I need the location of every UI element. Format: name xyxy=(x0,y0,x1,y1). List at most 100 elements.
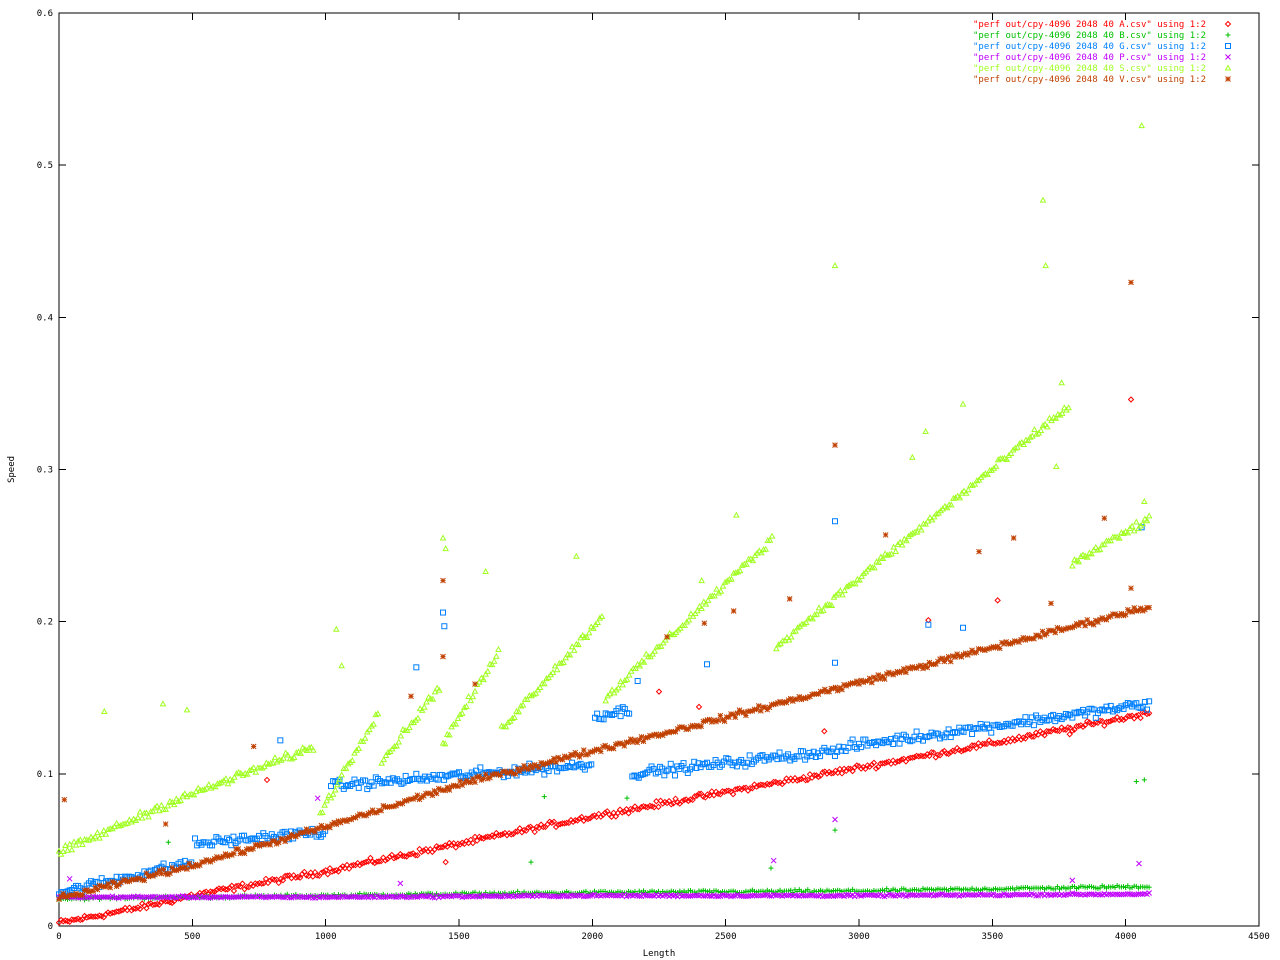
data-point xyxy=(563,819,570,827)
data-point xyxy=(702,717,709,724)
data-point xyxy=(536,765,542,771)
data-point xyxy=(1100,540,1108,547)
data-point xyxy=(205,781,213,788)
outlier-point xyxy=(159,700,167,707)
data-point xyxy=(59,847,67,855)
data-point xyxy=(945,653,952,660)
data-point xyxy=(62,894,69,900)
data-point xyxy=(337,864,344,872)
outlier-point xyxy=(1128,585,1134,592)
data-point xyxy=(162,805,170,812)
data-point xyxy=(351,749,358,756)
data-point xyxy=(589,813,596,820)
data-point xyxy=(546,759,553,765)
data-point xyxy=(612,741,619,748)
data-point xyxy=(333,894,340,900)
data-point xyxy=(344,894,350,901)
data-point xyxy=(608,745,615,751)
data-point xyxy=(1022,714,1029,721)
data-point xyxy=(932,510,940,517)
data-point xyxy=(431,688,439,695)
data-point xyxy=(909,754,916,761)
data-point xyxy=(992,892,999,899)
data-point xyxy=(156,867,163,874)
data-point xyxy=(1069,727,1076,734)
data-point xyxy=(228,777,236,784)
data-point xyxy=(474,774,480,781)
outlier-point xyxy=(1133,778,1139,784)
data-point xyxy=(734,710,741,716)
data-point xyxy=(86,888,92,895)
data-point xyxy=(362,858,370,866)
data-point xyxy=(391,803,397,810)
y-axis-label: Speed xyxy=(7,456,17,483)
data-point xyxy=(271,876,278,884)
data-point xyxy=(678,798,686,805)
data-point xyxy=(881,760,888,767)
data-point xyxy=(134,814,142,821)
data-point xyxy=(711,592,718,599)
data-point xyxy=(355,744,363,751)
data-point xyxy=(1030,722,1037,729)
data-point xyxy=(575,641,582,648)
data-point xyxy=(770,778,777,786)
data-point xyxy=(845,681,852,688)
data-point xyxy=(145,900,152,908)
data-point xyxy=(858,744,865,751)
data-point xyxy=(883,551,891,558)
data-point xyxy=(438,786,444,793)
data-point xyxy=(352,861,359,869)
data-point xyxy=(992,462,1000,469)
data-point xyxy=(857,765,865,772)
data-point xyxy=(680,760,687,767)
data-point xyxy=(708,788,716,795)
data-point xyxy=(139,877,146,883)
data-point xyxy=(356,862,364,869)
data-point xyxy=(1011,444,1019,451)
data-point xyxy=(343,861,351,869)
data-point xyxy=(845,581,853,588)
data-point xyxy=(977,742,984,749)
data-point xyxy=(768,532,776,539)
data-point xyxy=(132,816,140,823)
data-point xyxy=(969,481,976,488)
data-point xyxy=(128,907,135,914)
data-point xyxy=(156,894,163,901)
data-point xyxy=(551,755,557,762)
data-point xyxy=(275,839,282,846)
data-point xyxy=(994,456,1002,463)
data-point xyxy=(627,736,634,742)
data-point xyxy=(413,770,420,777)
data-point xyxy=(382,751,390,759)
data-point xyxy=(1090,721,1097,728)
data-point xyxy=(738,786,745,793)
data-point xyxy=(800,620,808,627)
data-point xyxy=(490,657,498,664)
data-point xyxy=(323,797,331,804)
data-point xyxy=(860,570,868,577)
y-tick-label: 0.5 xyxy=(37,161,53,171)
data-point xyxy=(111,879,118,886)
data-point xyxy=(636,736,643,743)
data-point xyxy=(555,893,562,900)
data-point xyxy=(625,671,633,678)
data-point xyxy=(243,770,251,777)
outlier-point xyxy=(1127,396,1135,403)
data-point xyxy=(325,791,333,798)
data-point xyxy=(772,701,779,707)
data-point xyxy=(60,890,67,897)
x-tick-label: 500 xyxy=(184,932,200,942)
data-point xyxy=(668,801,675,808)
data-point xyxy=(845,765,852,772)
data-point xyxy=(1146,884,1152,890)
data-point xyxy=(802,618,810,625)
outlier-point xyxy=(1039,196,1047,203)
data-point xyxy=(303,826,310,832)
data-point xyxy=(973,744,980,752)
data-point xyxy=(167,870,173,877)
data-point xyxy=(1133,712,1140,720)
data-point xyxy=(990,643,997,650)
data-point xyxy=(399,852,406,860)
outlier-point xyxy=(1010,535,1017,541)
data-point xyxy=(511,713,518,720)
